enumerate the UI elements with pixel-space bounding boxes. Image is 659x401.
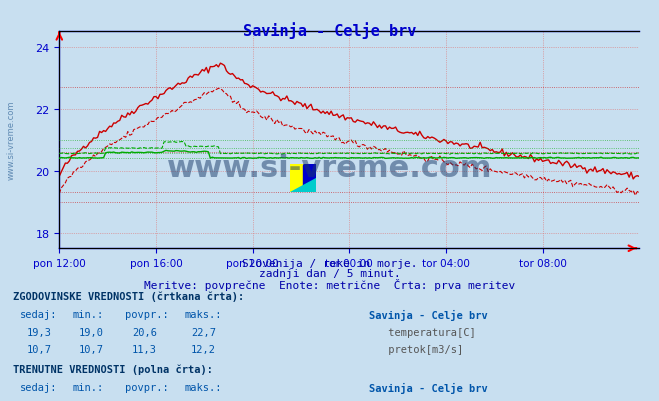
Text: temperatura[C]: temperatura[C] xyxy=(382,327,476,337)
Text: 19,8: 19,8 xyxy=(26,400,51,401)
Text: 20,6: 20,6 xyxy=(132,327,157,337)
Text: min.:: min.: xyxy=(72,309,103,319)
Text: 12,2: 12,2 xyxy=(191,344,216,354)
Text: ZGODOVINSKE VREDNOSTI (črtkana črta):: ZGODOVINSKE VREDNOSTI (črtkana črta): xyxy=(13,291,244,301)
Text: 11,3: 11,3 xyxy=(132,344,157,354)
Text: 21,1: 21,1 xyxy=(132,400,157,401)
Polygon shape xyxy=(290,164,303,178)
Text: www.si-vreme.com: www.si-vreme.com xyxy=(7,101,16,180)
Text: TRENUTNE VREDNOSTI (polna črta):: TRENUTNE VREDNOSTI (polna črta): xyxy=(13,364,213,374)
Text: povpr.:: povpr.: xyxy=(125,382,169,392)
Text: Savinja - Celje brv: Savinja - Celje brv xyxy=(369,309,488,320)
Polygon shape xyxy=(303,164,316,192)
Text: maks.:: maks.: xyxy=(185,382,222,392)
Text: sedaj:: sedaj: xyxy=(20,382,57,392)
Text: Meritve: povprečne  Enote: metrične  Črta: prva meritev: Meritve: povprečne Enote: metrične Črta:… xyxy=(144,279,515,291)
Text: min.:: min.: xyxy=(72,382,103,392)
Polygon shape xyxy=(290,178,316,192)
Text: povpr.:: povpr.: xyxy=(125,309,169,319)
Text: 19,3: 19,3 xyxy=(26,327,51,337)
Text: Savinja - Celje brv: Savinja - Celje brv xyxy=(243,22,416,39)
Text: pretok[m3/s]: pretok[m3/s] xyxy=(382,344,463,354)
Text: sedaj:: sedaj: xyxy=(20,309,57,319)
Text: 19,0: 19,0 xyxy=(79,327,104,337)
Text: zadnji dan / 5 minut.: zadnji dan / 5 minut. xyxy=(258,269,401,279)
Text: maks.:: maks.: xyxy=(185,309,222,319)
Text: Savinja - Celje brv: Savinja - Celje brv xyxy=(369,382,488,393)
Text: 22,7: 22,7 xyxy=(191,327,216,337)
Text: 19,3: 19,3 xyxy=(79,400,104,401)
Text: 10,7: 10,7 xyxy=(26,344,51,354)
Polygon shape xyxy=(290,164,303,192)
Text: 23,5: 23,5 xyxy=(191,400,216,401)
Text: temperatura[C]: temperatura[C] xyxy=(382,400,476,401)
Text: www.si-vreme.com: www.si-vreme.com xyxy=(167,154,492,183)
Text: Slovenija / reke in morje.: Slovenija / reke in morje. xyxy=(242,259,417,269)
Text: 10,7: 10,7 xyxy=(79,344,104,354)
